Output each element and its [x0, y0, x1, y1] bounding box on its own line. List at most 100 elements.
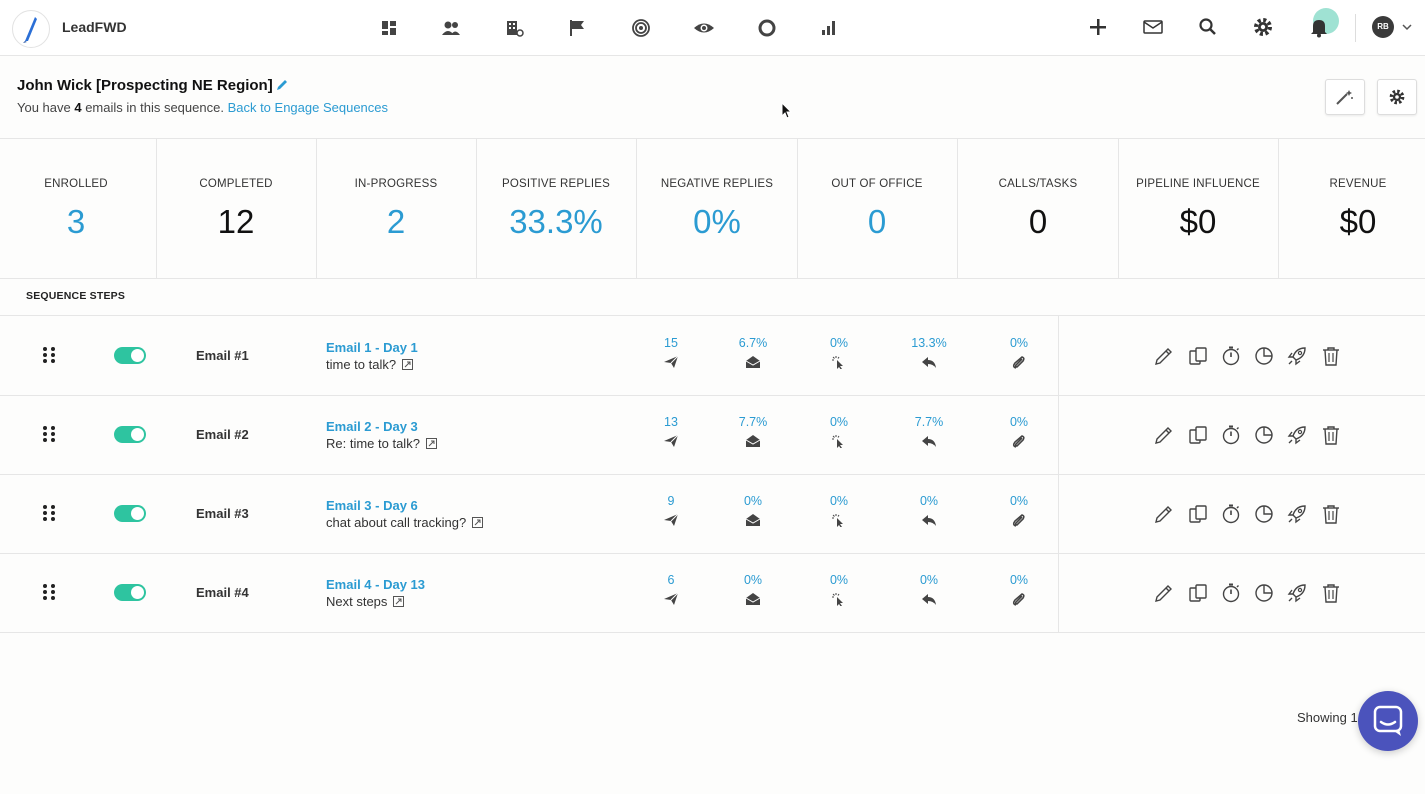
dashboard-icon[interactable] [378, 17, 400, 39]
companies-icon[interactable] [504, 17, 526, 39]
plus-icon[interactable] [1087, 16, 1109, 38]
flag-icon[interactable] [566, 17, 588, 39]
stat-completed[interactable]: COMPLETED 12 [156, 139, 317, 278]
trash-icon[interactable] [1320, 582, 1342, 604]
mail-icon[interactable] [1142, 16, 1164, 38]
metric-replied[interactable]: 0% [899, 494, 959, 527]
metric-attached[interactable]: 0% [989, 336, 1049, 369]
step-enabled-toggle[interactable] [114, 505, 146, 522]
timer-icon[interactable] [1220, 503, 1242, 525]
email-title-link[interactable]: Email 1 - Day 1 [326, 340, 418, 355]
user-avatar[interactable]: RB [1372, 16, 1394, 38]
pie-chart-icon[interactable] [1253, 503, 1275, 525]
stat-enrolled[interactable]: ENROLLED 3 [0, 139, 157, 278]
copy-icon[interactable] [1187, 582, 1209, 604]
metric-clicked[interactable]: 0% [809, 494, 869, 527]
send-icon [663, 434, 679, 448]
step-enabled-toggle[interactable] [114, 584, 146, 601]
search-icon[interactable] [1197, 16, 1219, 38]
pie-chart-icon[interactable] [1253, 582, 1275, 604]
metric-value: 0% [829, 573, 849, 587]
metric-replied[interactable]: 13.3% [899, 336, 959, 369]
gear-icon[interactable] [1252, 16, 1274, 38]
settings-button[interactable] [1377, 79, 1417, 115]
timer-icon[interactable] [1220, 424, 1242, 446]
metric-replied[interactable]: 7.7% [899, 415, 959, 448]
contacts-icon[interactable] [440, 17, 462, 39]
sequence-step-row: Email #4 Email 4 - Day 13 Next steps 6 0% 0% 0… [0, 553, 1425, 633]
open-envelope-icon [745, 513, 761, 527]
stat-calls-tasks[interactable]: CALLS/TASKS 0 [958, 139, 1119, 278]
bell-icon[interactable] [1308, 16, 1330, 38]
email-title-link[interactable]: Email 4 - Day 13 [326, 577, 425, 592]
pagination-showing: Showing 1 [1297, 710, 1358, 725]
drag-handle-icon[interactable] [42, 345, 56, 365]
metric-replied[interactable]: 0% [899, 573, 959, 606]
edit-icon[interactable] [1153, 345, 1175, 367]
stat-out-of-office[interactable]: OUT OF OFFICE 0 [797, 139, 958, 278]
rocket-icon[interactable] [1286, 345, 1308, 367]
metric-sent[interactable]: 15 [641, 336, 701, 369]
external-link-icon[interactable] [425, 438, 437, 449]
metric-opened[interactable]: 6.7% [723, 336, 783, 369]
edit-icon[interactable] [1153, 582, 1175, 604]
drag-handle-icon[interactable] [42, 503, 56, 523]
step-enabled-toggle[interactable] [114, 426, 146, 443]
metric-opened[interactable]: 0% [723, 494, 783, 527]
drag-handle-icon[interactable] [42, 582, 56, 602]
metric-attached[interactable]: 0% [989, 573, 1049, 606]
sequence-step-row: Email #3 Email 3 - Day 6 chat about call t… [0, 474, 1425, 554]
edit-title-icon[interactable] [275, 78, 289, 92]
external-link-icon[interactable] [472, 517, 484, 528]
timer-icon[interactable] [1220, 345, 1242, 367]
drag-handle-icon[interactable] [42, 424, 56, 444]
rocket-icon[interactable] [1286, 582, 1308, 604]
rocket-icon[interactable] [1286, 503, 1308, 525]
metric-clicked[interactable]: 0% [809, 415, 869, 448]
edit-icon[interactable] [1153, 424, 1175, 446]
metric-clicked[interactable]: 0% [809, 573, 869, 606]
external-link-icon[interactable] [402, 359, 414, 370]
metric-attached[interactable]: 0% [989, 494, 1049, 527]
rocket-icon[interactable] [1286, 424, 1308, 446]
stat-in-progress[interactable]: IN-PROGRESS 2 [316, 139, 477, 278]
leadfwd-logo[interactable] [12, 10, 50, 48]
edit-icon[interactable] [1153, 503, 1175, 525]
step-enabled-toggle[interactable] [114, 347, 146, 364]
copy-icon[interactable] [1187, 424, 1209, 446]
stat-negative-replies[interactable]: NEGATIVE REPLIES 0% [637, 139, 798, 278]
stat-revenue[interactable]: REVENUE $0 [1278, 139, 1425, 278]
target-icon[interactable] [630, 17, 652, 39]
magic-wand-button[interactable] [1325, 79, 1365, 115]
metric-attached[interactable]: 0% [989, 415, 1049, 448]
stat-positive-replies[interactable]: POSITIVE REPLIES 33.3% [476, 139, 637, 278]
metric-clicked[interactable]: 0% [809, 336, 869, 369]
external-link-icon[interactable] [393, 596, 405, 607]
toggle-knob [131, 507, 144, 520]
metric-sent[interactable]: 13 [641, 415, 701, 448]
metric-opened[interactable]: 0% [723, 573, 783, 606]
chat-widget-button[interactable] [1358, 691, 1418, 751]
stat-value: 33.3% [509, 203, 603, 240]
email-title-link[interactable]: Email 2 - Day 3 [326, 419, 418, 434]
stat-pipeline-influence[interactable]: PIPELINE INFLUENCE $0 [1118, 139, 1279, 278]
metric-value: 9 [667, 494, 675, 508]
metric-opened[interactable]: 7.7% [723, 415, 783, 448]
eye-icon[interactable] [693, 17, 715, 39]
trash-icon[interactable] [1320, 345, 1342, 367]
chevron-down-icon[interactable] [1401, 22, 1413, 32]
copy-icon[interactable] [1187, 503, 1209, 525]
metric-sent[interactable]: 6 [641, 573, 701, 606]
pie-chart-icon[interactable] [1253, 424, 1275, 446]
timer-icon[interactable] [1220, 582, 1242, 604]
copy-icon[interactable] [1187, 345, 1209, 367]
ring-icon[interactable] [756, 17, 778, 39]
pie-chart-icon[interactable] [1253, 345, 1275, 367]
bar-chart-icon[interactable] [818, 17, 840, 39]
trash-icon[interactable] [1320, 503, 1342, 525]
metric-sent[interactable]: 9 [641, 494, 701, 527]
trash-icon[interactable] [1320, 424, 1342, 446]
back-to-sequences-link[interactable]: Back to Engage Sequences [227, 100, 389, 115]
email-title-link[interactable]: Email 3 - Day 6 [326, 498, 418, 513]
email-subject-text: Next steps [326, 594, 388, 609]
